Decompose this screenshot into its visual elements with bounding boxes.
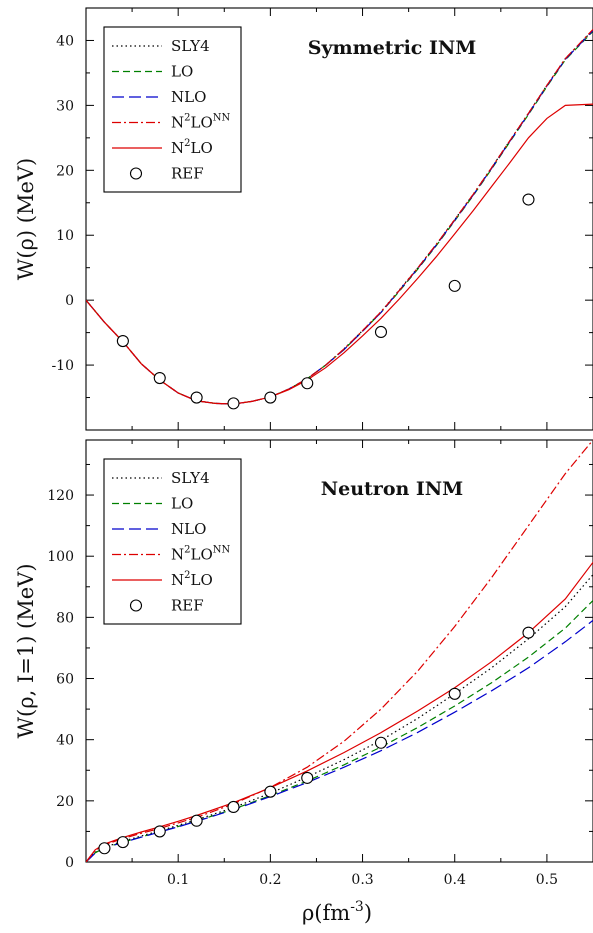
legend-marker [129, 167, 143, 180]
legend-label: N2LO [171, 138, 213, 157]
x-axis-title: ρ(fm-3) [302, 899, 372, 925]
plot-frame [85, 439, 593, 863]
series-line-n2lo [86, 103, 593, 405]
y-tick-label: 20 [56, 794, 74, 810]
ref-marker [301, 771, 314, 784]
y-tick-label: 10 [56, 228, 74, 244]
legend-label-sup: 2 [184, 138, 190, 149]
legend-label-tail: LO [191, 139, 213, 157]
y-tick-label: 40 [56, 733, 74, 749]
legend-label-sup: 2 [184, 545, 190, 556]
x-tick-label: 0.2 [259, 872, 281, 888]
legend-label-base: NLO [171, 88, 206, 106]
y-tick-label: 40 [56, 33, 74, 49]
y-tick-label: 60 [56, 672, 74, 688]
x-tick-label: 0.4 [444, 872, 466, 888]
panel-title: Neutron INM [321, 478, 463, 500]
x-axis-title-close: ) [364, 901, 372, 925]
legend-label-tail: LO [191, 546, 213, 564]
legend-label-base: REF [171, 165, 204, 183]
ref-marker [190, 391, 203, 404]
panel-symmetric-inm: -10 0 10 20 30 40 W(ρ) (MeV) Symmetric INM SLY4 L… [14, 7, 593, 431]
legend-label: N2LONN [171, 545, 231, 564]
legend-label-tail: LO [191, 114, 213, 132]
ref-marker [227, 800, 240, 814]
legend-box [103, 458, 242, 625]
legend-label: REF [171, 597, 204, 615]
ref-marker [153, 825, 166, 838]
y-tick-label: 100 [47, 549, 74, 565]
legend-box [103, 26, 242, 193]
legend-label-base: N [171, 139, 184, 157]
legend-label-base: LO [171, 63, 193, 81]
y-tick-label: 80 [56, 610, 74, 626]
legend-label-base: N [171, 546, 184, 564]
series-group [86, 28, 593, 405]
ref-marker [116, 335, 129, 348]
ref-marker [98, 842, 111, 855]
legend-label-sup2: NN [213, 113, 231, 124]
plot-frame [85, 7, 593, 431]
legend-label-tail: LO [191, 571, 213, 589]
ref-marker [448, 687, 461, 700]
panel-title: Symmetric INM [308, 37, 477, 59]
ref-marker [522, 626, 535, 639]
legend-label: N2LO [171, 570, 213, 589]
legend-label-base: NLO [171, 520, 206, 538]
panel-neutron-inm: 0.1 0.2 0.3 0.4 0.5 0 20 40 60 80 100 120 W(ρ, I=1) … [14, 439, 593, 888]
ref-marker [153, 372, 166, 385]
ref-marker [116, 836, 129, 849]
ref-marker [227, 397, 240, 410]
legend-label-base: LO [171, 495, 193, 513]
legend-label-sup: 2 [184, 570, 190, 581]
legend-label: LO [171, 63, 193, 81]
legend-label-base: N [171, 114, 184, 132]
y-tick-label: 120 [47, 488, 74, 504]
x-tick-label: 0.3 [351, 872, 373, 888]
ref-marker [264, 785, 277, 798]
legend-label-sup: 2 [184, 113, 190, 124]
legend-label: LO [171, 495, 193, 513]
legend-label-base: SLY4 [171, 37, 210, 55]
legend-label: N2LONN [171, 113, 231, 132]
legend-label-base: SLY4 [171, 469, 210, 487]
ref-marker [522, 193, 535, 206]
legend-marker [129, 599, 143, 612]
x-tick-label: 0.1 [167, 872, 189, 888]
legend-label-sup2: NN [213, 545, 231, 556]
x-axis-title-base: ρ(fm [302, 901, 350, 925]
x-tick-label: 0.5 [536, 872, 558, 888]
ref-marker [264, 391, 277, 404]
y-tick-label: -10 [51, 358, 74, 374]
legend-label: SLY4 [171, 469, 210, 487]
y-axis-title: W(ρ) (MeV) [14, 158, 38, 280]
y-axis-title: W(ρ, I=1) (MeV) [14, 563, 38, 738]
legend-label: REF [171, 165, 204, 183]
x-axis-title-sup: -3 [350, 899, 364, 915]
ref-marker [301, 377, 314, 390]
y-tick-label: 20 [56, 163, 74, 179]
legend-label: NLO [171, 520, 206, 538]
ref-marker [190, 814, 203, 827]
ref-marker [374, 736, 388, 749]
legend-label: NLO [171, 88, 206, 106]
y-tick-label: 30 [56, 98, 74, 114]
legend-label-base: REF [171, 597, 204, 615]
y-tick-label: 0 [65, 293, 74, 309]
ref-marker [448, 279, 461, 292]
ref-marker [374, 325, 388, 339]
y-tick-label: 0 [65, 855, 74, 871]
series-line-lo [86, 600, 593, 862]
legend-label-base: N [171, 571, 184, 589]
legend-label: SLY4 [171, 37, 210, 55]
